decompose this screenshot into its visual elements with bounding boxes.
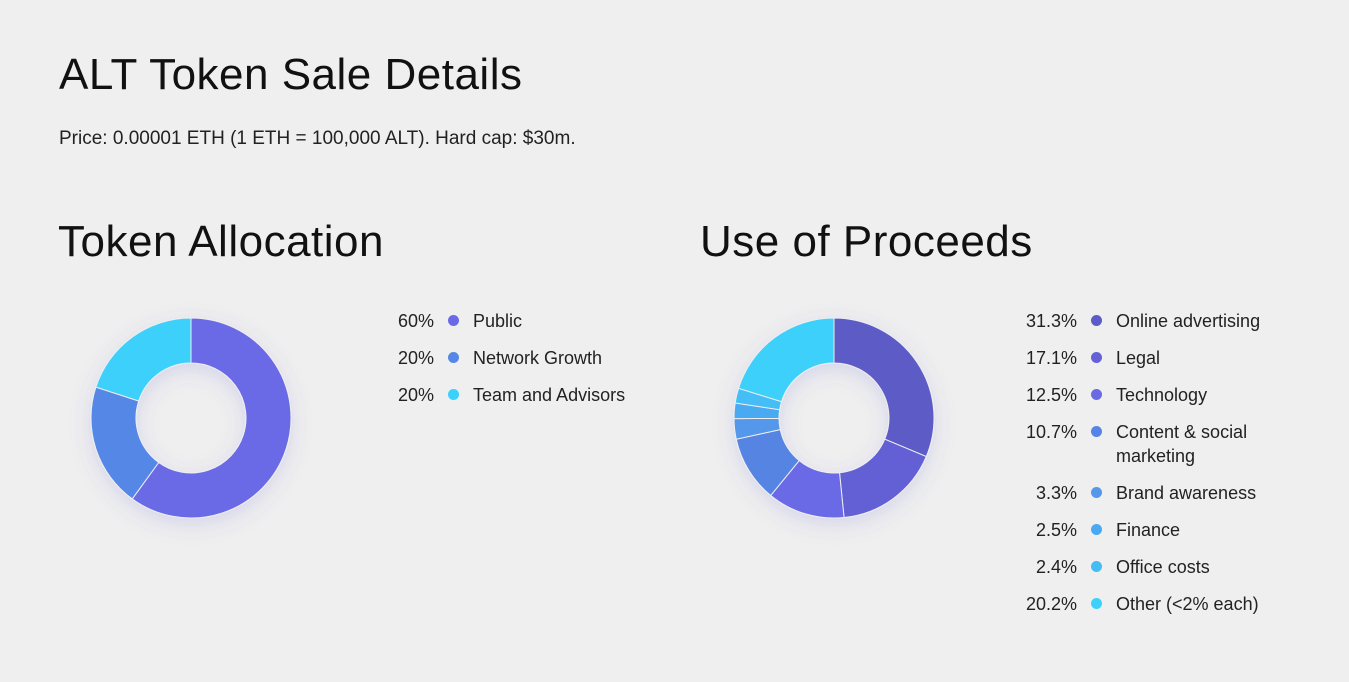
token-allocation-svg	[90, 317, 292, 519]
legend-value: 2.5%	[1035, 520, 1077, 540]
legend-label: Office costs	[1116, 557, 1210, 577]
allocation-slice-team-and-advisors	[95, 317, 192, 402]
legend-dot-icon	[1091, 352, 1102, 363]
legend-value: 20%	[397, 385, 434, 405]
legend-label: Brand awareness	[1116, 483, 1257, 503]
legend-label: Online advertising	[1116, 311, 1261, 331]
legend-label: Finance	[1116, 520, 1181, 540]
proceeds-legend-item-technology: 12.5% Technology	[1000, 383, 1286, 407]
legend-dot-icon	[1091, 598, 1102, 609]
legend-value: 20.2%	[1025, 594, 1077, 614]
proceeds-legend-item-content-social-marketing: 10.7% Content & social marketing	[1000, 420, 1286, 468]
legend-dot-icon	[448, 352, 459, 363]
proceeds-legend-item-brand-awareness: 3.3% Brand awareness	[1000, 481, 1286, 505]
token-allocation-title: Token Allocation	[58, 217, 384, 266]
allocation-slice-public	[131, 317, 292, 519]
token-allocation-legend: 60% Public 20% Network Growth 20% Team and Ad…	[370, 309, 625, 420]
legend-dot-icon	[448, 315, 459, 326]
proceeds-slice-legal	[838, 438, 927, 519]
legend-label: Legal	[1116, 348, 1161, 368]
legend-value: 2.4%	[1035, 557, 1077, 577]
legend-value: 60%	[397, 311, 434, 331]
use-of-proceeds-svg	[733, 317, 935, 519]
proceeds-legend-item-legal: 17.1% Legal	[1000, 346, 1286, 370]
legend-dot-icon	[1091, 389, 1102, 400]
proceeds-legend-item-online-advertising: 31.3% Online advertising	[1000, 309, 1286, 333]
allocation-legend-item-public: 60% Public	[370, 309, 625, 333]
legend-label: Team and Advisors	[473, 385, 626, 405]
allocation-legend-item-network-growth: 20% Network Growth	[370, 346, 625, 370]
allocation-legend-item-team-and-advisors: 20% Team and Advisors	[370, 383, 625, 407]
proceeds-slice-other-2-each	[737, 317, 835, 403]
use-of-proceeds-title: Use of Proceeds	[700, 217, 1033, 266]
page-title: ALT Token Sale Details	[59, 50, 523, 99]
use-of-proceeds-legend: 31.3% Online advertising 17.1% Legal 12.5% Te…	[1000, 309, 1286, 629]
legend-value: 31.3%	[1025, 311, 1077, 331]
legend-label: Public	[473, 311, 523, 331]
proceeds-legend-item-other-2-each: 20.2% Other (<2% each)	[1000, 592, 1286, 616]
legend-label: Other (<2% each)	[1116, 594, 1259, 614]
legend-label: Technology	[1116, 385, 1208, 405]
legend-dot-icon	[1091, 426, 1102, 437]
legend-dot-icon	[1091, 315, 1102, 326]
legend-value: 17.1%	[1025, 348, 1077, 368]
legend-dot-icon	[448, 389, 459, 400]
use-of-proceeds-donut	[724, 308, 944, 528]
token-allocation-donut	[81, 308, 301, 528]
legend-dot-icon	[1091, 561, 1102, 572]
legend-dot-icon	[1091, 524, 1102, 535]
legend-dot-icon	[1091, 487, 1102, 498]
legend-value: 10.7%	[1025, 422, 1077, 442]
legend-label: Content & social marketing	[1116, 422, 1248, 466]
proceeds-legend-item-finance: 2.5% Finance	[1000, 518, 1286, 542]
price-subtitle: Price: 0.00001 ETH (1 ETH = 100,000 ALT)…	[59, 128, 576, 149]
proceeds-legend-item-office-costs: 2.4% Office costs	[1000, 555, 1286, 579]
proceeds-slice-online-advertising	[833, 317, 935, 458]
legend-label: Network Growth	[473, 348, 603, 368]
legend-value: 20%	[397, 348, 434, 368]
legend-value: 3.3%	[1035, 483, 1077, 503]
legend-value: 12.5%	[1025, 385, 1077, 405]
